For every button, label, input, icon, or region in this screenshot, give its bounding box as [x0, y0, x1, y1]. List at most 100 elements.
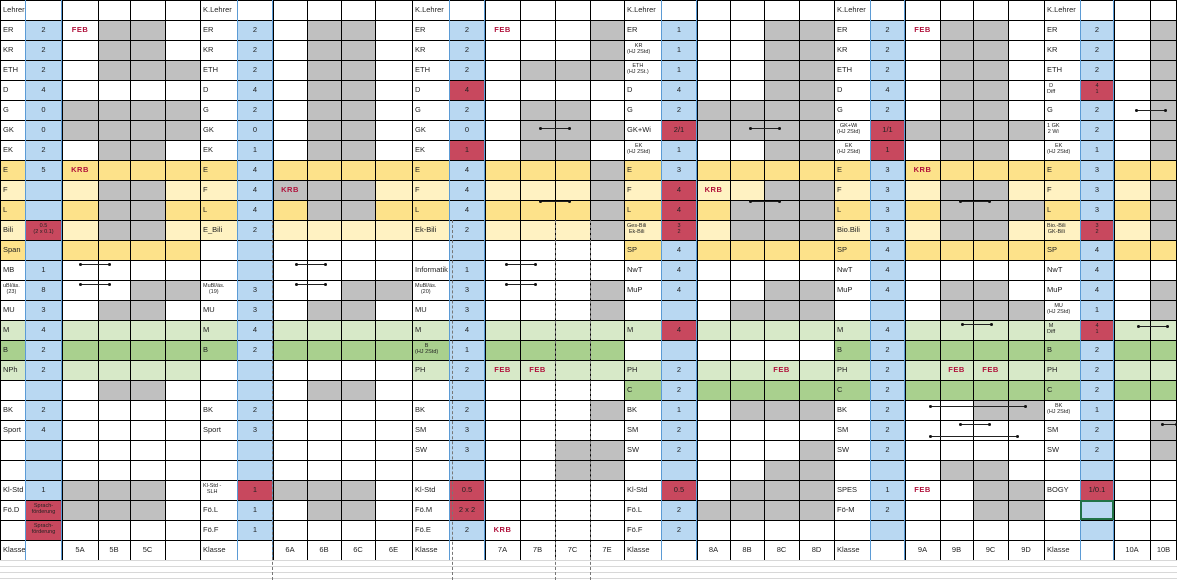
class-cell[interactable]	[341, 360, 375, 380]
class-cell[interactable]	[165, 20, 200, 40]
subject-label[interactable]	[200, 460, 237, 480]
class-cell[interactable]	[764, 240, 799, 260]
class-cell[interactable]	[520, 120, 555, 140]
subject-label[interactable]: SP	[624, 240, 661, 260]
class-cell[interactable]: KRB	[485, 520, 520, 540]
class-cell[interactable]	[62, 220, 98, 240]
class-cell[interactable]	[98, 460, 130, 480]
class-cell[interactable]	[590, 400, 624, 420]
hours-cell[interactable]: 2	[870, 400, 905, 420]
class-cell[interactable]	[485, 220, 520, 240]
class-cell[interactable]	[165, 520, 200, 540]
class-cell[interactable]	[1114, 460, 1150, 480]
class-cell[interactable]	[307, 120, 341, 140]
hours-cell[interactable]: 2	[870, 20, 905, 40]
class-cell[interactable]	[130, 480, 165, 500]
class-name[interactable]: 6C	[341, 540, 375, 560]
subject-label[interactable]: B	[0, 340, 25, 360]
class-cell[interactable]	[940, 100, 973, 120]
class-cell[interactable]	[730, 460, 764, 480]
class-cell[interactable]	[590, 480, 624, 500]
hours-cell[interactable]: 0.5 (2 x 0.1)	[25, 220, 62, 240]
hours-cell[interactable]: 4	[1080, 260, 1114, 280]
class-cell[interactable]: KRB	[905, 160, 940, 180]
class-cell[interactable]	[764, 40, 799, 60]
class-cell[interactable]	[730, 160, 764, 180]
class-name[interactable]: 9C	[973, 540, 1008, 560]
hours-cell[interactable]: 1	[237, 500, 273, 520]
class-cell[interactable]	[973, 240, 1008, 260]
class-cell[interactable]	[62, 360, 98, 380]
subject-label[interactable]: BOGY	[1044, 480, 1080, 500]
subject-label[interactable]	[834, 520, 870, 540]
class-cell[interactable]	[590, 360, 624, 380]
class-cell[interactable]	[764, 280, 799, 300]
class-cell[interactable]	[905, 120, 940, 140]
class-cell[interactable]	[905, 500, 940, 520]
class-cell[interactable]	[62, 60, 98, 80]
class-cell[interactable]	[1008, 340, 1044, 360]
class-cell[interactable]	[165, 480, 200, 500]
class-cell[interactable]	[764, 120, 799, 140]
hours-cell[interactable]: 2	[25, 340, 62, 360]
class-cell[interactable]	[940, 180, 973, 200]
class-cell[interactable]	[697, 480, 730, 500]
hours-cell-empty[interactable]	[661, 540, 697, 560]
hours-cell-empty[interactable]	[237, 540, 273, 560]
class-cell[interactable]	[764, 140, 799, 160]
class-cell[interactable]	[273, 500, 307, 520]
class-cell[interactable]	[375, 140, 412, 160]
subject-label[interactable]	[624, 300, 661, 320]
class-cell[interactable]	[973, 440, 1008, 460]
class-cell[interactable]	[590, 280, 624, 300]
class-cell[interactable]	[940, 500, 973, 520]
subject-label[interactable]: ER	[0, 20, 25, 40]
class-cell[interactable]	[555, 520, 590, 540]
subject-label[interactable]: MU	[200, 300, 237, 320]
hours-cell[interactable]	[449, 460, 485, 480]
hours-cell[interactable]	[25, 180, 62, 200]
class-cell[interactable]	[62, 80, 98, 100]
class-cell[interactable]	[905, 400, 940, 420]
subject-label[interactable]: MB	[0, 260, 25, 280]
class-cell[interactable]	[799, 100, 834, 120]
class-cell[interactable]	[730, 440, 764, 460]
hours-cell[interactable]: 2	[237, 340, 273, 360]
class-cell[interactable]	[130, 380, 165, 400]
class-cell[interactable]	[165, 320, 200, 340]
class-cell[interactable]	[1008, 120, 1044, 140]
hours-cell[interactable]: 3	[25, 300, 62, 320]
class-cell[interactable]	[697, 520, 730, 540]
class-cell[interactable]	[62, 180, 98, 200]
class-cell[interactable]	[799, 180, 834, 200]
class-cell[interactable]: FEB	[905, 20, 940, 40]
class-cell[interactable]	[697, 120, 730, 140]
subject-label[interactable]: ETH	[0, 60, 25, 80]
hours-cell[interactable]: 3	[449, 300, 485, 320]
subject-label[interactable]: D	[200, 80, 237, 100]
hours-cell[interactable]: 1	[1080, 140, 1114, 160]
hours-cell[interactable]: 0.5	[449, 480, 485, 500]
class-cell[interactable]	[130, 160, 165, 180]
subject-label[interactable]: B	[200, 340, 237, 360]
class-cell[interactable]	[307, 60, 341, 80]
class-cell[interactable]	[973, 300, 1008, 320]
class-cell[interactable]	[555, 60, 590, 80]
subject-label[interactable]: Sport	[0, 420, 25, 440]
class-cell[interactable]	[520, 40, 555, 60]
class-cell[interactable]	[375, 420, 412, 440]
hours-cell[interactable]	[237, 460, 273, 480]
class-cell[interactable]	[485, 100, 520, 120]
class-cell[interactable]	[130, 40, 165, 60]
class-cell[interactable]	[799, 80, 834, 100]
class-cell[interactable]	[165, 140, 200, 160]
subject-label[interactable]: Fö.M	[412, 500, 449, 520]
hours-cell[interactable]: 2	[870, 380, 905, 400]
class-cell[interactable]	[62, 340, 98, 360]
hours-cell[interactable]: 4	[661, 240, 697, 260]
class-cell[interactable]	[62, 280, 98, 300]
class-cell[interactable]	[98, 420, 130, 440]
subject-label[interactable]	[1044, 460, 1080, 480]
class-cell[interactable]	[730, 340, 764, 360]
class-cell[interactable]	[905, 360, 940, 380]
